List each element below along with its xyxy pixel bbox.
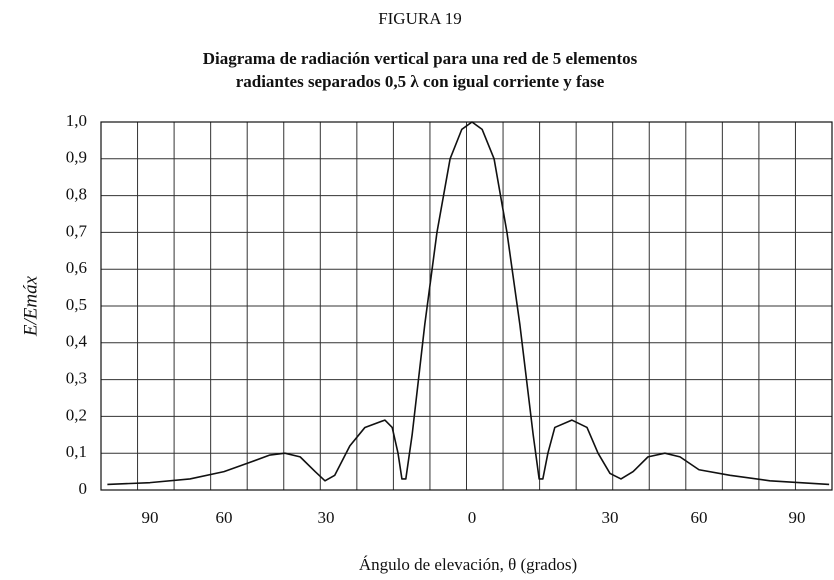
x-tick-label: 0 bbox=[468, 508, 477, 527]
pattern-curve bbox=[107, 121, 830, 486]
y-tick-label: 0,8 bbox=[66, 185, 87, 204]
y-axis-label: E/Emáx bbox=[20, 275, 41, 337]
chart-title: Diagrama de radiación vertical para una … bbox=[203, 49, 638, 68]
plot-frame bbox=[100, 121, 833, 491]
y-tick-label: 0,9 bbox=[66, 148, 87, 167]
chart-title: radiantes separados 0,5 λ con igual corr… bbox=[236, 72, 605, 91]
x-axis-label: Ángulo de elevación, θ (grados) bbox=[359, 555, 577, 574]
y-tick-label: 0,7 bbox=[66, 221, 88, 240]
y-tick-label: 0,4 bbox=[66, 332, 88, 351]
y-tick-label: 0,2 bbox=[66, 405, 87, 424]
x-tick-label: 30 bbox=[318, 508, 335, 527]
x-tick-label: 30 bbox=[602, 508, 619, 527]
y-tick-label: 0,6 bbox=[66, 258, 87, 277]
x-tick-label: 90 bbox=[789, 508, 806, 527]
y-tick-label: 0,3 bbox=[66, 369, 87, 388]
y-tick-label: 0,5 bbox=[66, 295, 87, 314]
y-tick-label: 1,0 bbox=[66, 111, 87, 130]
y-tick-label: 0,1 bbox=[66, 442, 87, 461]
y-tick-label: 0 bbox=[79, 479, 88, 498]
x-tick-label: 60 bbox=[216, 508, 233, 527]
x-tick-label: 60 bbox=[691, 508, 708, 527]
figure-label: FIGURA 19 bbox=[378, 9, 462, 28]
x-tick-label: 90 bbox=[142, 508, 159, 527]
